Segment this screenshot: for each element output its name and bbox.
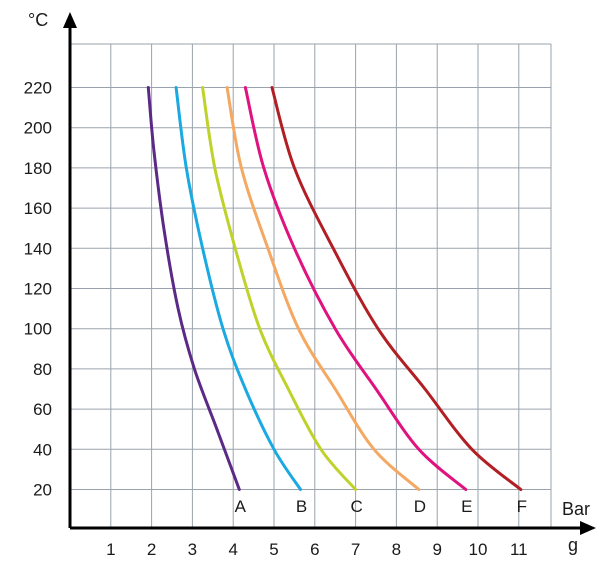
x-tick-label: 5 bbox=[269, 540, 278, 559]
series-label-b: B bbox=[296, 497, 307, 516]
series-line-d bbox=[225, 86, 421, 491]
axes bbox=[63, 12, 596, 535]
y-tick-label: 100 bbox=[24, 320, 52, 339]
y-tick-label: 40 bbox=[33, 440, 52, 459]
series-line-b bbox=[174, 86, 302, 491]
x-unit-sub-label: g bbox=[568, 535, 578, 555]
series-line-c bbox=[201, 86, 358, 491]
series-label-e: E bbox=[461, 497, 472, 516]
x-tick-label: 2 bbox=[147, 540, 156, 559]
y-tick-label: 120 bbox=[24, 280, 52, 299]
series-line-e bbox=[243, 86, 468, 491]
series-label-f: F bbox=[517, 497, 527, 516]
x-tick-label: 6 bbox=[310, 540, 319, 559]
x-tick-label: 8 bbox=[392, 540, 401, 559]
y-unit-label: °C bbox=[28, 10, 48, 30]
y-tick-label: 180 bbox=[24, 159, 52, 178]
y-tick-label: 160 bbox=[24, 199, 52, 218]
x-tick-label: 4 bbox=[228, 540, 237, 559]
x-tick-label: 1 bbox=[106, 540, 115, 559]
x-unit-label: Bar bbox=[562, 499, 590, 519]
y-tick-label: 60 bbox=[33, 400, 52, 419]
y-axis-arrow bbox=[63, 12, 77, 28]
curve-labels: A B C D E F bbox=[235, 497, 527, 516]
series-label-c: C bbox=[350, 497, 362, 516]
x-tick-label: 11 bbox=[510, 540, 528, 559]
y-tick-label: 140 bbox=[24, 239, 52, 258]
x-tick-label: 9 bbox=[432, 540, 441, 559]
x-tick-label: 7 bbox=[351, 540, 360, 559]
y-tick-label: 200 bbox=[24, 119, 52, 138]
series-layer bbox=[146, 86, 523, 491]
series-label-a: A bbox=[235, 497, 247, 516]
tick-labels: 1 2 3 4 5 6 7 8 9 10 11 20 40 60 80 100 120 140 160 180 200 2… bbox=[24, 79, 528, 560]
series-line-a bbox=[146, 86, 241, 491]
y-tick-label: 80 bbox=[33, 360, 52, 379]
y-tick-label: 20 bbox=[33, 481, 52, 500]
series-line-f bbox=[270, 86, 523, 491]
x-tick-label: 3 bbox=[188, 540, 197, 559]
x-axis-arrow bbox=[580, 521, 596, 535]
y-tick-label: 220 bbox=[24, 79, 52, 98]
x-tick-label: 10 bbox=[469, 540, 488, 559]
series-label-d: D bbox=[414, 497, 426, 516]
